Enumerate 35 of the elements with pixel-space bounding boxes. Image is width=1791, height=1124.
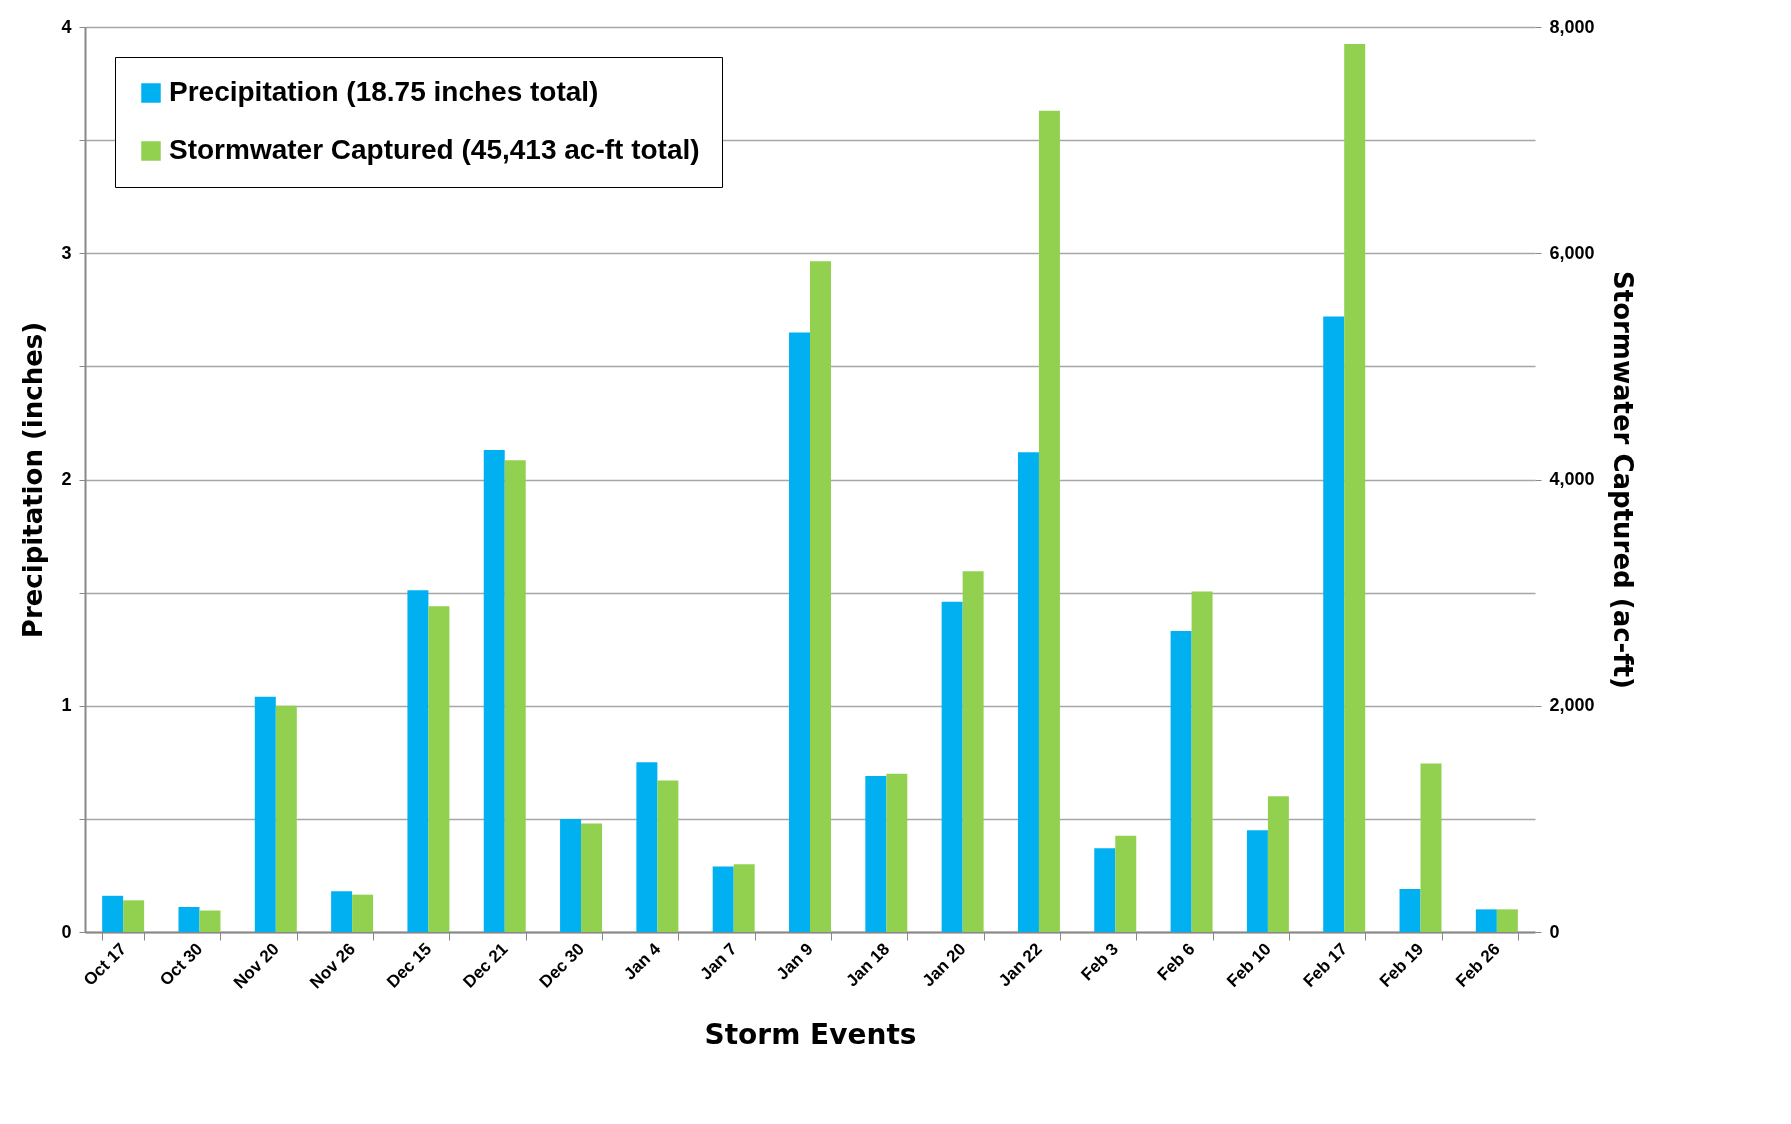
- bar: [1399, 889, 1421, 932]
- x-tick-label: Feb 26: [1452, 939, 1504, 991]
- y-axis-title: Precipitation (inches): [18, 321, 49, 639]
- x-tick-label: Jan 20: [918, 939, 970, 991]
- y2-tick-label: 8,000: [1549, 16, 1595, 37]
- y2-tick-label: 0: [1549, 921, 1560, 942]
- y2-tick-label: 2,000: [1549, 695, 1595, 716]
- y-tick-label: 2: [61, 469, 72, 489]
- x-tick-label: Feb 19: [1375, 939, 1428, 991]
- x-tick-label: Jan 18: [842, 939, 894, 991]
- x-tick-label: Feb 3: [1077, 939, 1123, 985]
- x-axis-title: Storm Events: [704, 1017, 917, 1051]
- x-tick-label: Oct 30: [156, 939, 207, 990]
- x-tick-label: Jan 4: [620, 939, 665, 984]
- x-tick-label: Feb 10: [1223, 939, 1275, 991]
- x-tick-label: Nov 26: [306, 939, 359, 993]
- x-tick-label: Oct 17: [79, 939, 131, 990]
- x-tick-label: Feb 17: [1299, 939, 1352, 991]
- x-tick-label: Jan 7: [696, 939, 741, 984]
- x-tick-label: Jan 9: [772, 939, 817, 984]
- y-tick-label: 0: [61, 921, 72, 942]
- x-tick-label: Dec 15: [383, 939, 436, 992]
- legend-label: Stormwater Captured (45,413 ac-ft total): [169, 134, 700, 165]
- x-tick-label: Feb 6: [1153, 939, 1199, 985]
- bar: [1420, 763, 1442, 932]
- x-tick-label: Dec 30: [535, 939, 588, 992]
- y2-tick-label: 4,000: [1549, 469, 1595, 489]
- y-tick-label: 3: [61, 242, 72, 263]
- y-tick-label: 4: [61, 16, 72, 37]
- y2-tick-label: 6,000: [1549, 242, 1595, 263]
- legend-label: Precipitation (18.75 inches total): [169, 76, 599, 107]
- x-tick-label: Jan 22: [994, 939, 1046, 991]
- y2-axis-title: Stormwater Captured (ac-ft): [1607, 271, 1638, 689]
- x-tick-label: Dec 21: [459, 939, 512, 992]
- y-tick-label: 1: [61, 695, 72, 716]
